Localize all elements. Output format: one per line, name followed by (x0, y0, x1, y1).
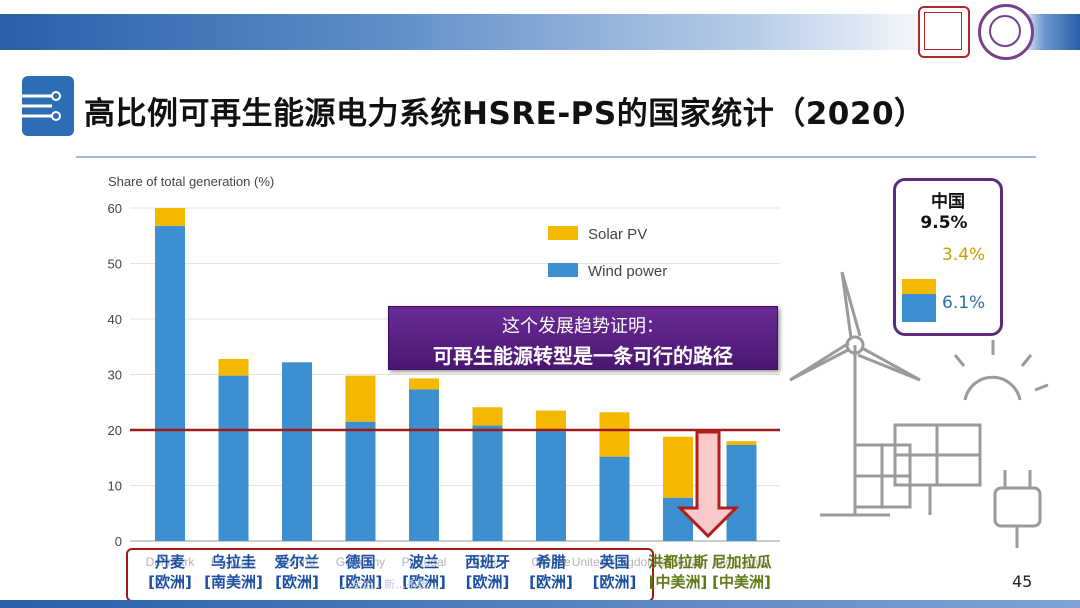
x-tick-label: Honduras (652, 555, 704, 569)
x-tick-label: Portugal (402, 555, 447, 569)
bar-wind-germany (345, 421, 376, 541)
bar-solar-germany (345, 375, 376, 422)
country-region: [欧洲] (529, 573, 573, 591)
bar-group (155, 208, 757, 541)
country-name: 乌拉圭 (210, 553, 256, 571)
china-stat-box: 中国 9.5% 3.4% 6.1% (893, 178, 1003, 336)
country-region: [欧洲] (148, 573, 192, 591)
china-solar-bar (902, 279, 936, 294)
chart-legend: Solar PV Wind power (548, 226, 667, 280)
y-tick-label: 50 (108, 257, 122, 272)
legend-wind-swatch (548, 263, 578, 277)
page-number: 45 (1012, 572, 1033, 591)
y-tick-label: 40 (108, 312, 122, 327)
y-tick-label: 60 (108, 201, 122, 216)
x-tick-label: Germany (336, 555, 385, 569)
callout-line-2: 可再生能源转型是一条可行的路径 (433, 344, 733, 368)
country-label: 尼加拉瓜 [中美洲] (707, 552, 777, 592)
y-tick-label: 0 (115, 534, 122, 549)
country-region: [欧洲] (275, 573, 319, 591)
university-emblem-logo (978, 4, 1034, 60)
x-tick-label: Denmark (146, 555, 196, 569)
country-name: 希腊 (535, 553, 566, 571)
country-name: 尼加拉瓜 (711, 553, 772, 571)
bar-solar-nicaragua (726, 441, 757, 445)
country-name: 丹麦 (154, 553, 185, 571)
bar-wind-nicaragua (726, 444, 757, 541)
footer-bar (0, 600, 1080, 608)
windmill-illustration (789, 271, 1049, 548)
legend-solar-swatch (548, 226, 578, 240)
x-tick-label: Ireland (279, 555, 316, 569)
bar-solar-denmark (155, 208, 185, 226)
country-label: 洪都拉斯 [中美洲] (643, 552, 713, 592)
china-name: 中国 (931, 192, 965, 212)
bar-solar-spain (472, 407, 503, 426)
footer-note: …全论…新…系统… (340, 578, 439, 591)
slide-title: 高比例可再生能源电力系统HSRE-PS的国家统计（2020） (84, 96, 926, 132)
country-label: 爱尔兰 [欧洲] (262, 552, 332, 592)
y-tick-labels: 0 10 20 30 40 50 60 (108, 201, 122, 549)
y-tick-label: 20 (108, 423, 122, 438)
bar-wind-denmark (155, 225, 185, 541)
x-tick-label: Nicaragua (714, 555, 769, 569)
country-label: 德国 [欧洲] (326, 552, 396, 592)
legend-solar-label: Solar PV (588, 226, 647, 243)
country-region: [中美洲] (712, 573, 771, 591)
country-name: 洪都拉斯 (647, 553, 708, 571)
y-tick-label: 10 (108, 479, 122, 494)
country-label: 希腊 [欧洲] (516, 552, 586, 592)
china-wind-value: 6.1% (942, 293, 986, 313)
china-wind-bar (902, 294, 936, 322)
conclusion-callout: 这个发展趋势证明： 可再生能源转型是一条可行的路径 (388, 306, 778, 370)
bar-solar-united-kingdom (599, 412, 630, 457)
y-axis-label: Share of total generation (%) (108, 174, 274, 189)
country-region: [欧洲] (402, 573, 446, 591)
china-total: 9.5% (920, 213, 968, 233)
bar-wind-honduras (663, 497, 693, 541)
country-label: 西班牙 [欧洲] (453, 552, 523, 592)
callout-line-1: 这个发展趋势证明： (502, 316, 664, 337)
down-arrow-icon (676, 430, 740, 539)
bar-solar-uruguay (218, 358, 249, 376)
x-tick-label: Uruguay (211, 555, 256, 569)
country-name: 波兰 (408, 553, 439, 571)
title-bullet-icon (2, 76, 74, 136)
header-gradient-bar (0, 14, 1080, 50)
country-name: 德国 (345, 553, 376, 571)
x-tick-label: Greece (531, 555, 571, 569)
country-label: 丹麦 [欧洲] (135, 552, 205, 592)
china-solar-value: 3.4% (942, 245, 986, 265)
bar-solar-honduras (663, 436, 693, 498)
legend-wind-label: Wind power (588, 263, 667, 280)
bar-solar-greece (536, 410, 566, 432)
country-label: 英国 [欧洲] (580, 552, 650, 592)
title-divider (76, 156, 1036, 158)
country-region: [中美洲] (648, 573, 708, 591)
country-region: [南美洲] (204, 573, 263, 591)
country-name: 爱尔兰 (274, 553, 320, 571)
y-tick-label: 30 (108, 368, 122, 383)
country-label: 波兰 [欧洲] (389, 552, 459, 592)
country-region: [欧洲] (338, 573, 383, 591)
bar-wind-uruguay (218, 375, 249, 541)
bar-wind-portugal (409, 389, 439, 541)
country-region: [欧洲] (465, 573, 510, 591)
calligraphy-seal-logo (918, 6, 970, 58)
bar-wind-greece (536, 431, 566, 541)
x-tick-labels: Denmark Uruguay Ireland Germany Portugal Spai… (146, 555, 770, 569)
bar-solar-portugal (409, 378, 439, 390)
x-tick-label: Spain (472, 555, 503, 569)
country-name: 西班牙 (464, 553, 510, 571)
country-name: 英国 (599, 553, 630, 571)
country-region: [欧洲] (592, 573, 637, 591)
bar-wind-ireland (282, 362, 312, 541)
bar-wind-united-kingdom (599, 456, 630, 541)
x-tick-label: United Kingdom (572, 555, 657, 569)
bar-wind-spain (472, 425, 503, 541)
country-label: 乌拉圭 [南美洲] (199, 552, 269, 592)
